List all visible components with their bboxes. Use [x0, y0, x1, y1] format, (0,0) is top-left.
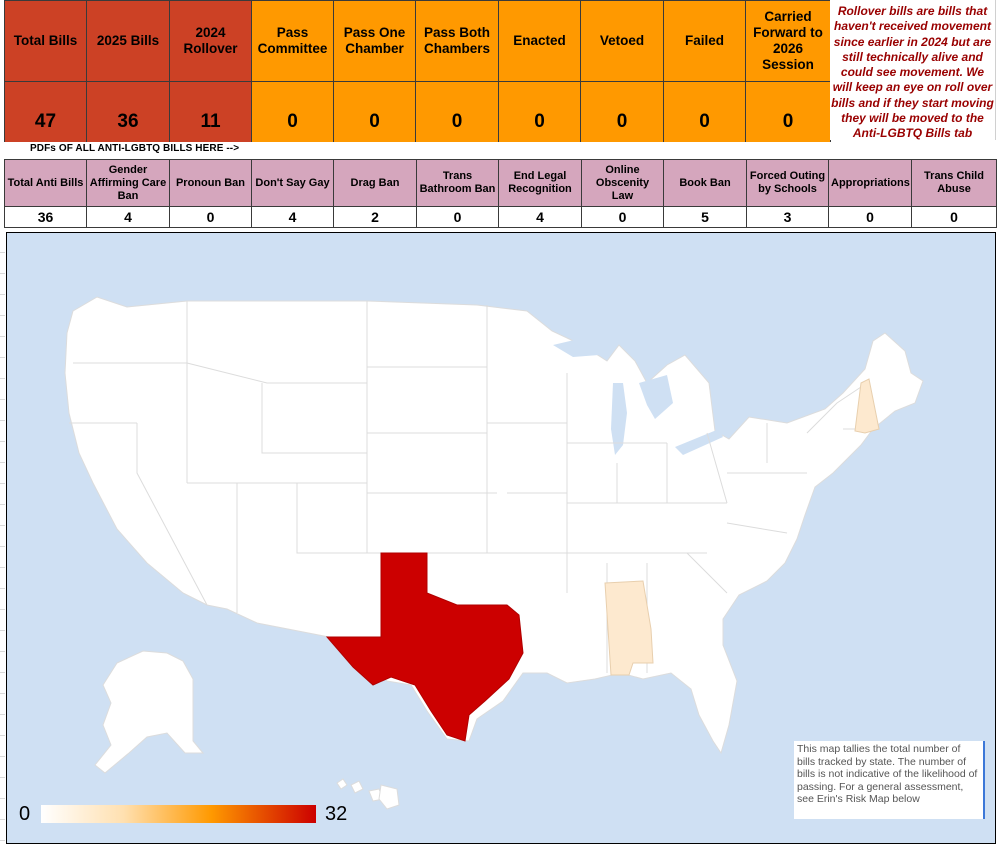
state-alabama[interactable]	[604, 580, 654, 676]
category-header-online-obscenity-law[interactable]: Online Obscenity Law	[581, 159, 664, 207]
category-header-total-anti-bills[interactable]: Total Anti Bills	[4, 159, 87, 207]
category-header-drag-ban[interactable]: Drag Ban	[333, 159, 417, 207]
header-vetoed[interactable]: Vetoed	[580, 0, 664, 82]
category-value-online-obscenity-law[interactable]: 0	[581, 206, 664, 228]
category-header-forced-outing[interactable]: Forced Outing by Schools	[746, 159, 829, 207]
lake-michigan	[611, 383, 627, 455]
category-header-book-ban[interactable]: Book Ban	[663, 159, 747, 207]
header-pass-one-chamber[interactable]: Pass One Chamber	[333, 0, 416, 82]
state-new-hampshire[interactable]	[854, 378, 880, 434]
pdf-link-row: PDFs OF ALL ANTI-LGBTQ BILLS HERE -->	[4, 142, 996, 160]
rollover-note[interactable]: Rollover bills are bills that haven't re…	[830, 0, 996, 140]
category-value-trans-child-abuse[interactable]: 0	[911, 206, 997, 228]
header-total-bills[interactable]: Total Bills	[4, 0, 87, 82]
header-enacted[interactable]: Enacted	[498, 0, 581, 82]
category-value-end-legal-recognition[interactable]: 4	[498, 206, 582, 228]
category-value-appropriations[interactable]: 0	[828, 206, 912, 228]
category-header-trans-child-abuse[interactable]: Trans Child Abuse	[911, 159, 997, 207]
us-map	[64, 296, 924, 810]
category-header-dont-say-gay[interactable]: Don't Say Gay	[251, 159, 334, 207]
legend-min-label: 0	[19, 803, 31, 825]
state-alaska	[94, 650, 205, 774]
state-map-chart[interactable]: 0 32 This map tallies the total number o…	[6, 232, 996, 844]
category-header-appropriations[interactable]: Appropriations	[828, 159, 912, 207]
header-failed[interactable]: Failed	[663, 0, 746, 82]
row-gutter	[0, 232, 5, 846]
summary-table: Total Bills 2025 Bills 2024 Rollover Pas…	[4, 0, 831, 163]
legend-color-scale	[41, 805, 316, 823]
category-value-trans-bathroom-ban[interactable]: 0	[416, 206, 499, 228]
category-header-trans-bathroom-ban[interactable]: Trans Bathroom Ban	[416, 159, 499, 207]
header-pass-committee[interactable]: Pass Committee	[251, 0, 334, 82]
category-header-end-legal-recognition[interactable]: End Legal Recognition	[498, 159, 582, 207]
category-value-pronoun-ban[interactable]: 0	[169, 206, 252, 228]
category-value-book-ban[interactable]: 5	[663, 206, 747, 228]
category-table: Total Anti Bills Gender Affirming Care B…	[4, 159, 997, 228]
pdf-link[interactable]: PDFs OF ALL ANTI-LGBTQ BILLS HERE -->	[30, 143, 240, 154]
category-value-gender-affirming-care-ban[interactable]: 4	[86, 206, 170, 228]
header-pass-both-chambers[interactable]: Pass Both Chambers	[415, 0, 499, 82]
category-header-gender-affirming-care-ban[interactable]: Gender Affirming Care Ban	[86, 159, 170, 207]
state-texas[interactable]	[325, 552, 524, 742]
header-2025-bills[interactable]: 2025 Bills	[86, 0, 170, 82]
header-2024-rollover[interactable]: 2024 Rollover	[169, 0, 252, 82]
category-value-drag-ban[interactable]: 2	[333, 206, 417, 228]
category-header-pronoun-ban[interactable]: Pronoun Ban	[169, 159, 252, 207]
category-value-total-anti-bills[interactable]: 36	[4, 206, 87, 228]
map-caption[interactable]: This map tallies the total number of bil…	[794, 741, 985, 819]
category-value-dont-say-gay[interactable]: 4	[251, 206, 334, 228]
lake-superior	[553, 337, 619, 357]
lake-huron	[639, 375, 673, 419]
legend-max-label: 32	[325, 803, 348, 825]
lake-erie	[675, 429, 723, 455]
header-carried-forward[interactable]: Carried Forward to 2026 Session	[745, 0, 831, 82]
category-value-forced-outing[interactable]: 3	[746, 206, 829, 228]
state-hawaii	[336, 778, 400, 810]
